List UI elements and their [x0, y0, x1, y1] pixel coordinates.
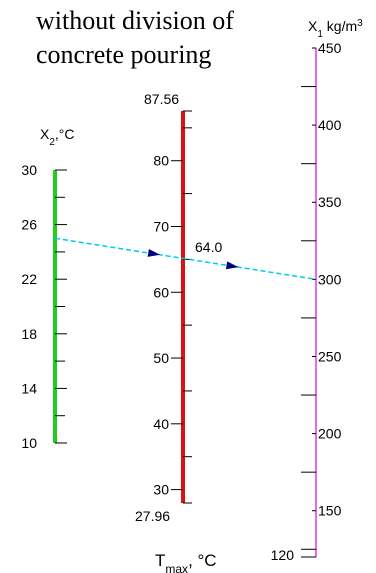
isopleth-arrow	[147, 248, 161, 257]
tmax-min-label: 27.96	[135, 508, 170, 524]
x2-tick-label: 18	[21, 326, 37, 342]
isopleth-arrow	[225, 261, 239, 270]
x1-tick-label: 300	[318, 271, 342, 287]
tmax-tick-label: 50	[153, 350, 169, 366]
x2-tick-label: 10	[21, 435, 37, 451]
x2-tick-label: 30	[21, 162, 37, 178]
x1-tick-label: 450	[318, 40, 342, 56]
chart-marks: 10 14 18 22 26 30 30 40 50 60 70 80 120 150 200 250 300 3…	[21, 40, 341, 563]
tmax-tick-label: 70	[153, 218, 169, 234]
x1-tick-label: 200	[318, 426, 342, 442]
x1-tick-label: 250	[318, 348, 342, 364]
chart-title-line-1: without division of	[36, 6, 234, 35]
tmax-tick-label: 80	[153, 153, 169, 169]
tmax-tick-label: 40	[153, 416, 169, 432]
x2-axis-title: X2,°C	[40, 126, 75, 148]
tmax-max-label: 87.56	[144, 91, 179, 107]
chart-title-line-2: concrete pouring	[36, 40, 211, 69]
x1-tick-label: 120	[271, 547, 295, 563]
isopleth-line	[54, 237, 317, 281]
x1-axis-title: X1 kg/m3	[308, 18, 363, 40]
tmax-axis-title: Tmax, °C	[155, 551, 217, 573]
tmax-tick-label: 30	[153, 482, 169, 498]
tmax-tick-label: 60	[153, 284, 169, 300]
x2-tick-label: 14	[21, 380, 37, 396]
x1-tick-label: 350	[318, 194, 342, 210]
x2-tick-label: 22	[21, 271, 37, 287]
isopleth-result-label: 64.0	[195, 239, 222, 255]
x1-tick-label: 150	[318, 503, 342, 519]
x2-tick-label: 26	[21, 217, 37, 233]
x1-tick-label: 400	[318, 117, 342, 133]
